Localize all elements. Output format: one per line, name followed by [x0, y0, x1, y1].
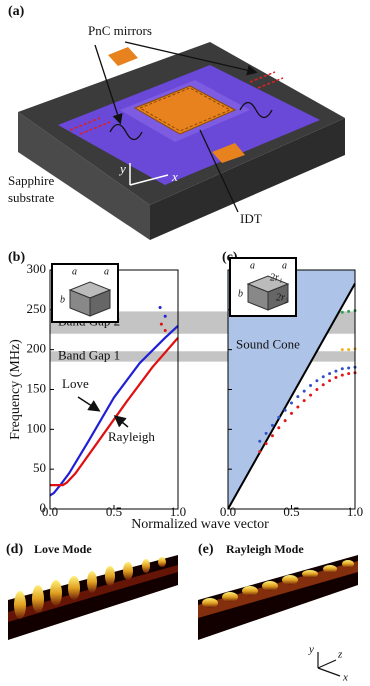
x-axis-title: Normalized wave vector [131, 517, 269, 532]
data-point [309, 393, 313, 397]
data-point [270, 423, 274, 427]
data-point [258, 450, 262, 454]
cone-edge [227, 283, 356, 510]
mode-images [8, 555, 358, 677]
inset-label: a [72, 266, 77, 277]
x-tick-label: 0.5 [106, 504, 122, 519]
inset: a a b 2r₁ 2r₂ [229, 257, 297, 317]
y-tick-label: 50 [33, 460, 46, 475]
data-point [347, 348, 351, 352]
x-tick-label: 0.5 [283, 504, 299, 519]
data-point [163, 314, 167, 318]
sound-cone [228, 270, 355, 509]
inset-label: b [238, 288, 243, 299]
panel-title: Rayleigh Mode [226, 542, 304, 556]
series-label: Rayleigh [108, 429, 155, 444]
inset-label: b [60, 294, 65, 305]
inset-label: 2r₂ [276, 292, 289, 303]
data-point [302, 389, 306, 393]
data-point [340, 310, 344, 314]
panel-label: (e) [198, 542, 214, 557]
panel-title: Love Mode [34, 542, 92, 556]
data-point [290, 401, 293, 405]
data-point [283, 419, 287, 423]
annotation: PnC mirrors [88, 23, 152, 38]
axis-label: x [342, 672, 348, 684]
data-point [340, 367, 344, 371]
axis-label: x [171, 169, 178, 184]
data-point [315, 388, 319, 391]
y-tick-label: 100 [27, 420, 47, 435]
data-point [277, 426, 281, 430]
inset-label: a [104, 266, 109, 277]
data-point [270, 434, 274, 438]
panel-label: (b) [8, 250, 25, 265]
data-point [321, 383, 325, 387]
data-point [296, 395, 300, 399]
y-tick-label: 250 [27, 301, 47, 316]
series-line [50, 336, 179, 487]
data-point [258, 439, 262, 443]
x-tick-label: 1.0 [347, 504, 363, 519]
data-point [163, 329, 167, 333]
cone-label: Sound Cone [236, 337, 300, 352]
y-tick-label: 150 [27, 380, 47, 395]
x-tick-label: 0.0 [42, 504, 58, 519]
annotation-arrow [113, 415, 129, 428]
inset-cube [267, 283, 289, 311]
series-label: Love [62, 376, 89, 391]
y-axis-title: Frequency (MHz) [8, 339, 23, 440]
x-tick-label: 1.0 [170, 504, 186, 519]
inset-label: a [282, 260, 287, 271]
inset: a a b [51, 263, 119, 323]
y-tick-label: 200 [27, 341, 47, 356]
data-point [334, 376, 338, 380]
data-point [321, 375, 325, 379]
data-point [340, 373, 344, 377]
annotation: substrate [8, 190, 54, 205]
data-point [328, 379, 332, 383]
data-point [159, 322, 163, 326]
data-point [264, 442, 268, 446]
device-illustration [18, 41, 345, 240]
data-point [334, 369, 338, 373]
axis-label: y [118, 161, 126, 176]
data-point [290, 411, 293, 415]
inset-label: a [250, 260, 255, 271]
data-point [283, 408, 287, 412]
data-point [340, 348, 344, 352]
data-point [296, 405, 300, 409]
axis-label: y [308, 644, 314, 656]
panel-label: (a) [8, 4, 25, 19]
data-point [347, 366, 351, 370]
series-line [49, 324, 179, 497]
data-point [277, 415, 281, 419]
data-point [302, 399, 306, 403]
data-point [315, 379, 319, 383]
x-tick-label: 0.0 [220, 504, 236, 519]
data-point [309, 384, 313, 388]
data-point [158, 305, 162, 309]
y-tick-label: 300 [27, 261, 47, 276]
band-gap-label: Band Gap 1 [58, 347, 120, 362]
data-point [347, 372, 351, 376]
data-point [264, 431, 268, 435]
charts: Band Gap 2Band Gap 1(b)LoveRayleigh05010… [8, 250, 363, 519]
annotation: Sapphire [8, 173, 54, 188]
annotation: IDT [240, 211, 262, 226]
data-point [328, 372, 332, 376]
inset-label: 2r₁ [270, 272, 282, 283]
panel-label: (d) [6, 542, 23, 557]
band-gap [50, 351, 355, 362]
annotation-arrow [77, 396, 101, 412]
axis-label: z [337, 649, 343, 661]
data-point [347, 309, 351, 313]
y-tick-label: 0 [40, 500, 47, 515]
inset-cube [89, 289, 111, 317]
